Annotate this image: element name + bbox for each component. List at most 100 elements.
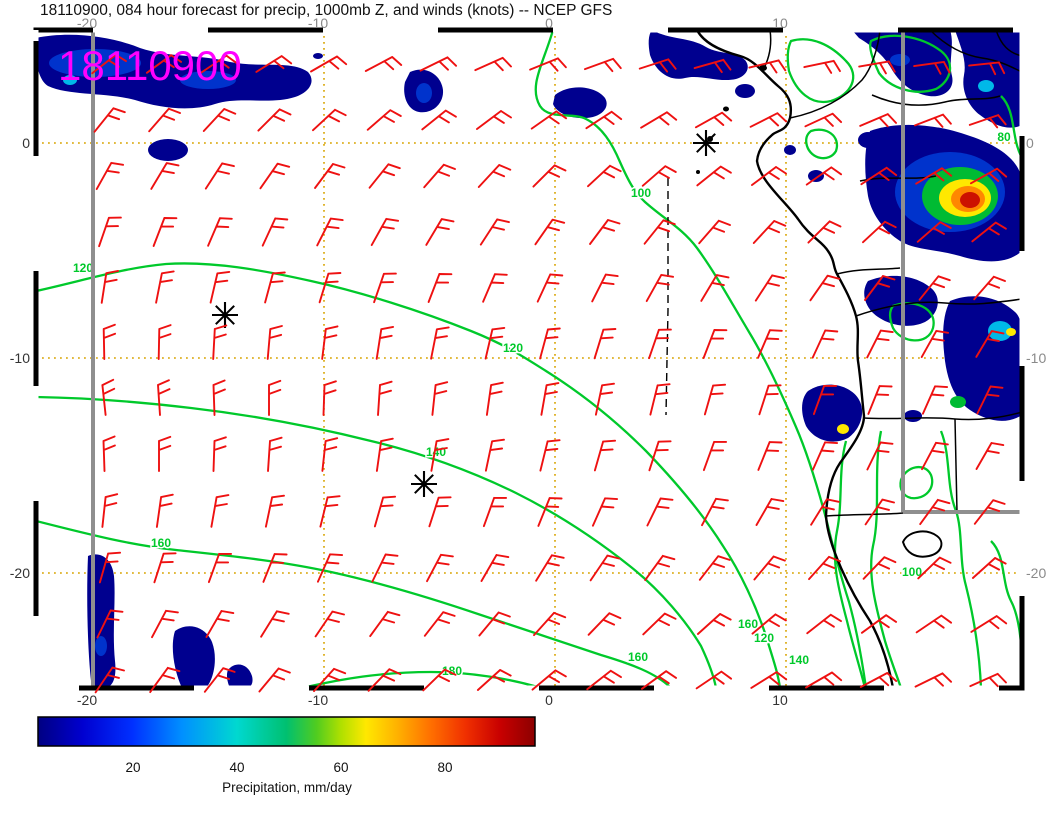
wind-barb: [474, 56, 512, 72]
axis-tick-label-right: -10: [1026, 350, 1046, 366]
wind-barb: [539, 439, 561, 472]
wind-barb: [537, 497, 563, 527]
wind-barb: [316, 217, 344, 247]
asterisk-arm: [696, 133, 716, 153]
wind-barb: [94, 666, 125, 694]
precip-area: [180, 71, 236, 89]
island: [696, 170, 700, 174]
wind-barb: [914, 113, 952, 128]
wind-barb: [809, 274, 841, 302]
wind-barb: [532, 164, 567, 188]
wind-barb: [264, 271, 286, 304]
wind-barb: [644, 554, 676, 582]
contour-label: 80: [997, 130, 1011, 144]
wind-barb: [973, 499, 1006, 525]
wind-barb: [209, 270, 231, 304]
wind-barb: [373, 495, 397, 528]
wind-barb: [102, 323, 117, 360]
wind-barb: [322, 380, 337, 416]
wind-barb: [377, 380, 393, 416]
dashed-track-line: [665, 178, 669, 416]
wind-barb: [754, 274, 785, 302]
wind-barb: [640, 111, 678, 129]
height-contour: [786, 38, 855, 104]
wind-barb: [476, 110, 512, 130]
wind-barb: [648, 440, 672, 472]
wind-barb: [698, 219, 731, 245]
wind-barb: [866, 329, 894, 359]
wind-barb: [646, 497, 674, 527]
precip-area: [988, 321, 1012, 341]
wind-barb: [205, 610, 235, 638]
precip-area: [904, 410, 922, 422]
wind-barb: [207, 217, 233, 247]
wind-barb: [100, 269, 120, 304]
wind-barb: [585, 110, 623, 130]
wind-barb: [976, 385, 1004, 415]
height-contour: [805, 128, 839, 160]
precip-area: [735, 84, 755, 98]
wind-barb: [968, 114, 1007, 129]
wind-barb: [920, 329, 950, 359]
wind-barb: [369, 610, 401, 638]
wind-barb: [864, 498, 895, 526]
height-contour: [36, 395, 718, 688]
wind-barb: [482, 273, 508, 303]
wind-barb: [591, 273, 619, 303]
coastline-layer: [695, 30, 1022, 688]
wind-barb: [153, 552, 177, 584]
country-border: [789, 30, 881, 119]
precip-area: [960, 192, 980, 208]
precip-area: [172, 626, 215, 688]
precip-area: [553, 87, 607, 119]
axis-tick-label-top: -20: [77, 15, 97, 31]
wind-barb: [648, 328, 672, 360]
axis-tick-label-bottom: -20: [77, 692, 97, 708]
precip-area: [313, 53, 323, 59]
wind-barb: [859, 672, 898, 688]
wind-barb: [753, 555, 786, 581]
wind-barb: [866, 441, 894, 471]
axis-tick-label-left: -20: [10, 565, 30, 581]
height-contour: [36, 262, 782, 688]
wind-barb: [862, 220, 897, 244]
wind-barb: [913, 60, 951, 75]
contour-label: 160: [151, 536, 171, 550]
wind-barb: [586, 669, 622, 691]
wind-barb: [696, 165, 732, 187]
wind-barb: [968, 61, 1006, 76]
contour-label: 120: [754, 631, 774, 645]
wind-barb: [313, 667, 347, 693]
colorbar-tick-label: 40: [229, 760, 244, 775]
wind-barb: [430, 326, 450, 360]
wind-barb: [593, 439, 617, 472]
axis-tick-label-right: -20: [1026, 565, 1046, 581]
wind-barb: [93, 107, 126, 133]
axis-tick-label-bottom: 10: [772, 692, 788, 708]
wind-barb: [264, 494, 285, 528]
wind-barb: [641, 165, 677, 187]
storm-asterisk-marker: [212, 302, 238, 328]
wind-barb: [860, 614, 898, 634]
axis-tick-label-top: 0: [545, 15, 553, 31]
wind-barb: [587, 164, 622, 188]
wind-barb: [314, 163, 346, 189]
wind-barb: [530, 110, 568, 130]
wind-barb: [914, 672, 953, 688]
wind-barb: [643, 219, 676, 245]
wind-barb: [157, 324, 172, 360]
wind-barb: [321, 325, 339, 360]
asterisk-arm: [215, 305, 235, 325]
wind-barb: [535, 554, 565, 582]
wind-barb: [312, 108, 347, 132]
wind-barb: [969, 672, 1007, 688]
precip-area: [1006, 328, 1016, 336]
precip-area: [808, 170, 824, 182]
wind-barbs-layer: [91, 53, 1008, 694]
wind-barb: [316, 553, 344, 583]
height-contour: [939, 430, 983, 688]
precip-area: [648, 30, 748, 81]
wind-barb: [426, 553, 454, 583]
